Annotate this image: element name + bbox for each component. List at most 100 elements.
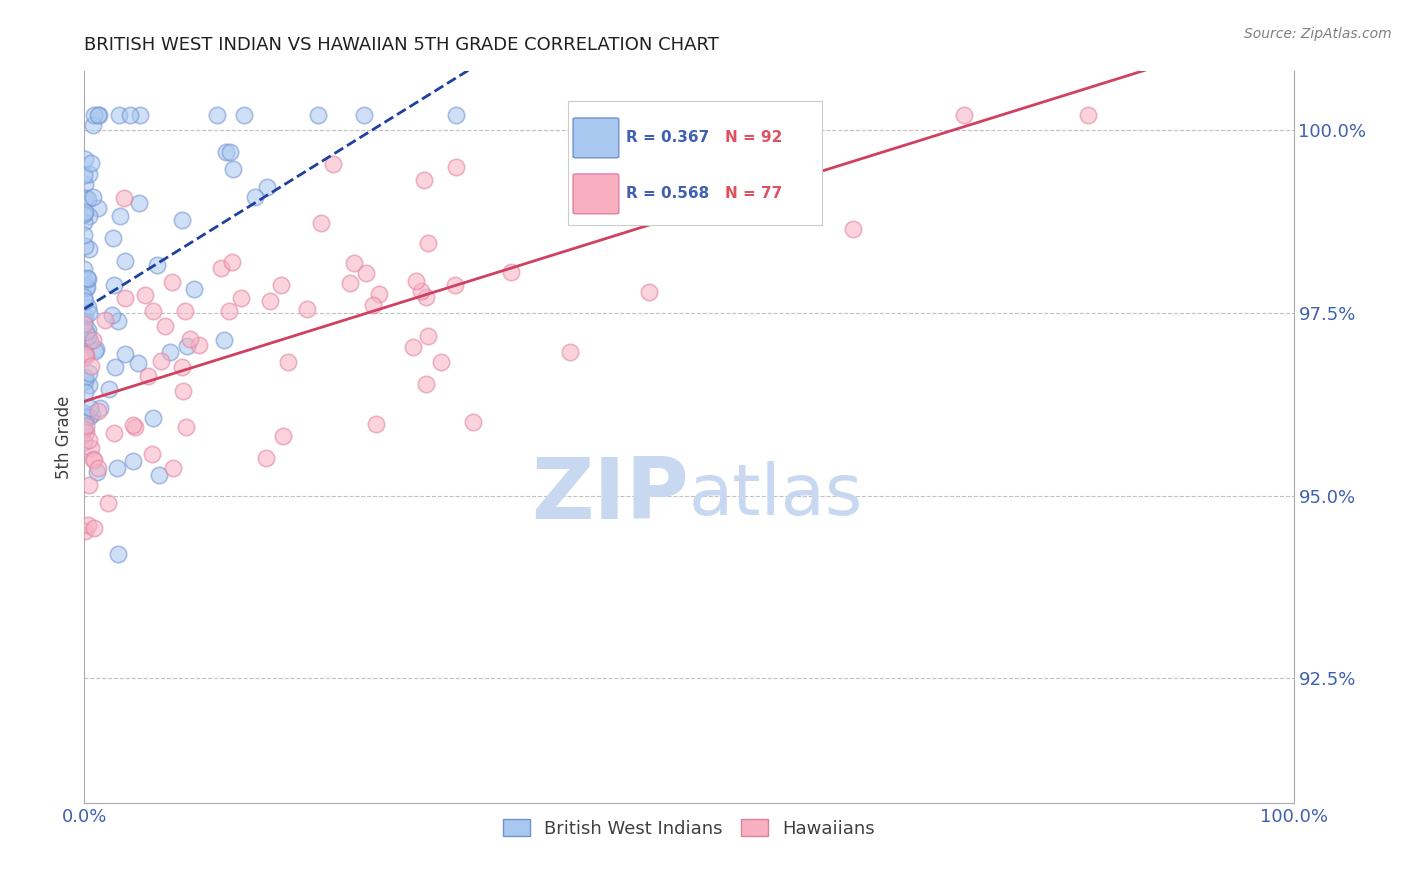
Point — [75, 409, 97, 424]
Point — [149, 354, 172, 368]
Point — [84, 342, 107, 356]
Point — [80, 359, 103, 373]
Point — [134, 288, 156, 302]
Point — [307, 108, 329, 122]
Point — [187, 338, 209, 352]
Point — [79, 334, 101, 349]
Point — [82, 407, 104, 421]
Point — [73, 310, 96, 324]
Point — [76, 271, 98, 285]
Point — [368, 287, 391, 301]
Point — [415, 291, 437, 305]
Point — [86, 465, 108, 479]
Point — [638, 285, 661, 299]
Point — [254, 450, 277, 465]
Point — [209, 261, 232, 276]
Y-axis label: 5th Grade: 5th Grade — [55, 395, 73, 479]
Point — [339, 276, 361, 290]
Point — [558, 345, 581, 359]
Point — [174, 420, 197, 434]
Point — [124, 420, 146, 434]
Point — [277, 355, 299, 369]
Point — [75, 374, 97, 388]
Point — [76, 192, 98, 206]
Point — [77, 367, 100, 381]
Point — [107, 548, 129, 562]
Point — [172, 213, 194, 227]
Point — [418, 235, 440, 250]
Point — [87, 201, 110, 215]
Point — [73, 272, 96, 286]
Point — [162, 460, 184, 475]
Point — [418, 328, 440, 343]
Point — [114, 253, 136, 268]
Point — [97, 496, 120, 510]
Point — [142, 410, 165, 425]
Point — [73, 385, 96, 400]
Point — [80, 155, 103, 169]
Point — [107, 314, 129, 328]
Point — [82, 118, 104, 132]
Point — [430, 355, 453, 369]
Point — [121, 454, 143, 468]
Point — [229, 291, 252, 305]
Point — [309, 217, 332, 231]
Point — [842, 222, 865, 236]
Point — [259, 294, 281, 309]
Point — [77, 167, 100, 181]
Point — [73, 239, 96, 253]
Point — [101, 308, 124, 322]
Point — [104, 360, 127, 375]
Point — [83, 344, 105, 359]
Point — [73, 205, 96, 219]
Point — [463, 415, 485, 429]
Point — [953, 108, 976, 122]
Point — [415, 377, 437, 392]
Point — [89, 401, 111, 416]
Point — [245, 190, 267, 204]
Text: BRITISH WEST INDIAN VS HAWAIIAN 5TH GRADE CORRELATION CHART: BRITISH WEST INDIAN VS HAWAIIAN 5TH GRAD… — [84, 36, 720, 54]
Point — [94, 313, 117, 327]
Point — [446, 108, 468, 122]
Point — [79, 401, 101, 415]
Point — [112, 191, 135, 205]
Point — [148, 467, 170, 482]
Point — [233, 108, 256, 122]
Point — [322, 157, 344, 171]
Point — [256, 180, 278, 194]
Point — [159, 344, 181, 359]
Point — [141, 447, 163, 461]
Point — [799, 133, 821, 147]
Point — [222, 161, 245, 176]
Point — [103, 278, 125, 293]
Point — [77, 377, 100, 392]
Point — [73, 168, 96, 182]
Point — [73, 227, 96, 242]
Point — [75, 281, 97, 295]
Point — [114, 291, 136, 305]
Point — [129, 108, 152, 122]
Point — [444, 277, 467, 292]
Point — [77, 300, 100, 314]
Point — [73, 422, 96, 436]
Point — [411, 284, 433, 298]
Point — [73, 524, 96, 538]
Point — [170, 359, 193, 374]
Point — [73, 293, 96, 308]
Point — [87, 404, 110, 418]
Point — [86, 108, 108, 122]
Point — [79, 433, 101, 447]
Point — [73, 178, 96, 192]
Point — [73, 215, 96, 229]
Point — [79, 477, 101, 491]
Point — [75, 347, 97, 361]
Point — [1077, 108, 1099, 122]
Point — [108, 108, 131, 122]
Point — [218, 303, 240, 318]
Point — [80, 441, 103, 455]
Point — [79, 209, 101, 223]
Point — [82, 451, 104, 466]
Point — [75, 418, 97, 433]
Point — [270, 277, 292, 292]
Point — [172, 384, 194, 398]
